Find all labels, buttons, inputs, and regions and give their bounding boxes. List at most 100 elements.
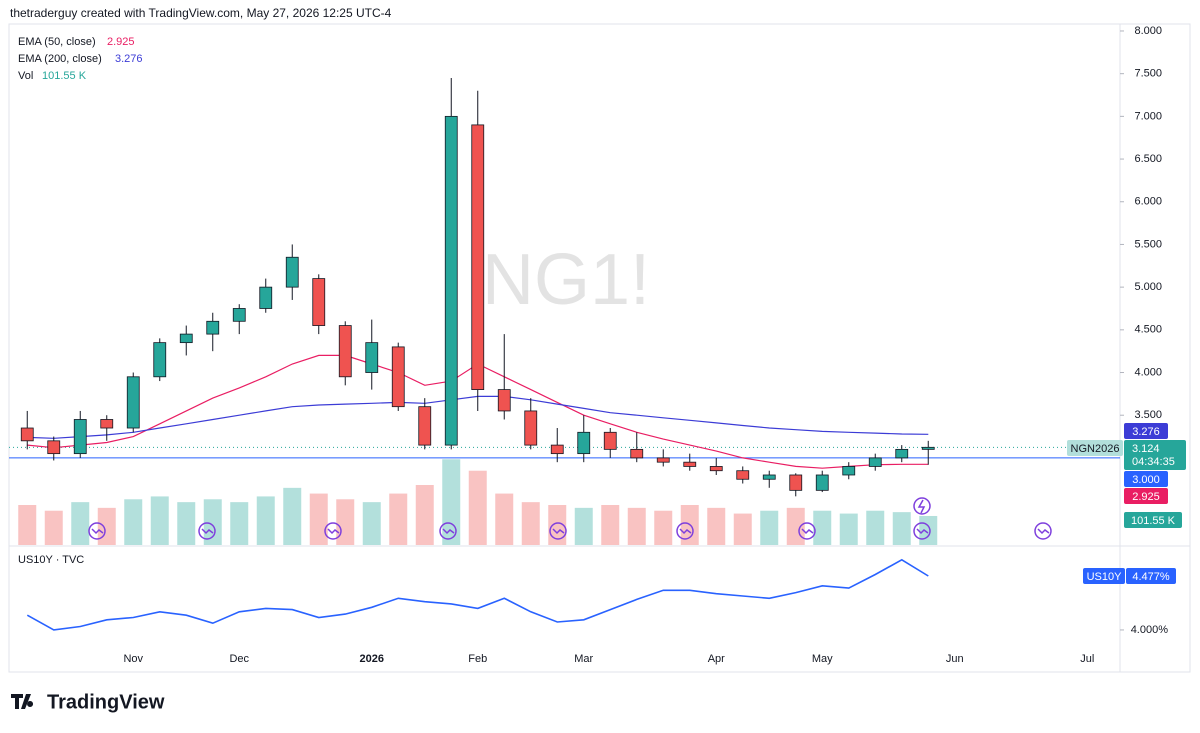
candle-body [683,461,697,467]
candle-body [497,389,511,412]
volume-label-box [1124,512,1182,528]
event-arrow [801,528,814,535]
event-icon [676,522,694,540]
last-price-box [1124,440,1186,470]
volume-bar [919,515,938,545]
y-tick-label: 6.000 [1134,196,1162,208]
event-arrow [552,528,565,535]
header: thetraderguy created with TradingView.co… [10,6,392,20]
ema50-price: 2.925 [1132,491,1160,503]
candle-body [921,446,935,450]
y-tick-label: 4.500 [1134,324,1162,336]
candle-body [20,427,34,442]
candle-body [232,308,246,322]
legend-ema200: EMA (200, close) [18,53,102,65]
event-icon [439,522,457,540]
us10y-name-box [1083,568,1125,584]
volume-bar [627,507,646,545]
candle-body [100,419,114,429]
brand-logo: TradingView [11,691,165,713]
candle-body [550,444,564,455]
event-icon [1034,522,1052,540]
volume-bar [230,502,249,545]
logo-mark [11,694,34,709]
price-line-label-box [1124,471,1168,487]
volume-bar [203,499,222,545]
event-arrow [91,528,104,535]
candle-body [73,419,87,455]
ema200-price-box [1124,423,1168,439]
legend-vol: Vol [18,70,33,82]
y2-tick-label: 4.000% [1131,624,1169,636]
volume-bar [97,507,116,545]
y-tick-label: 8.000 [1134,25,1162,37]
volume-bar [362,502,381,545]
brand-name: TradingView [47,691,165,713]
y-tick-label: 3.500 [1134,409,1162,421]
us10y-name: US10Y [1087,571,1123,583]
candle-body [259,286,273,309]
volume-bar [18,505,37,545]
legend-ema50: EMA (50, close) [18,36,96,48]
volume-label: 101.55 K [1131,515,1176,527]
candle-body [312,278,326,326]
volume-bar [177,502,196,545]
contract-label: NGN2026 [1071,443,1120,455]
ema50-price-box [1124,488,1168,504]
y-tick-label: 7.500 [1134,68,1162,80]
x-tick-label: Dec [229,653,249,665]
x-tick-label: Mar [574,653,593,665]
x-tick-label: Jul [1080,653,1094,665]
volume-bar [468,470,487,545]
volume-bar [866,510,885,545]
y-tick-label: 5.000 [1134,281,1162,293]
candle-body [630,448,644,459]
volume-bar [415,485,434,545]
volume-bar [150,496,169,545]
event-arrow [916,528,929,535]
candle-body [577,431,591,455]
volume-bar [71,502,90,545]
volume-bar [495,493,514,545]
candle-body [338,325,352,378]
candle-body [418,406,432,446]
volume-bar [283,487,302,545]
x-tick-label: 2026 [360,653,384,665]
event-arrow [327,528,340,535]
volume-bar [309,493,328,545]
candle-body [709,466,723,472]
event-arrow [1037,528,1050,535]
price-line-label: 3.000 [1132,474,1160,486]
volume-bar [548,505,567,545]
lightning [917,499,926,514]
us10y-value: 4.477% [1132,571,1170,583]
event-icon [549,522,567,540]
candle-body [524,410,538,446]
volume-bar [654,510,673,545]
volume-bar [256,496,275,545]
volume-bar [892,512,911,545]
us10y-value-box [1126,568,1176,584]
x-tick-label: Feb [468,653,487,665]
event-icon [88,522,106,540]
last-price: 3.124 [1132,443,1160,455]
candle-body [736,470,750,480]
event-icon [798,522,816,540]
candle-body [762,474,776,480]
volume-bar [733,513,752,545]
volume-bar [786,507,805,545]
volume-bar [442,459,461,545]
volume-bar [124,499,143,545]
us10y-line [26,558,929,631]
candle-body [153,342,167,378]
candle-body [471,124,485,390]
candle-body [789,474,803,491]
x-tick-label: Nov [123,653,143,665]
event-icons [88,497,1052,540]
plot-layer: 3.500 4.000 4.500 5.000 5.500 6.000 6.500 7.000… [9,25,1186,665]
countdown: 04:34:35 [1132,456,1175,468]
event-icon [913,522,931,540]
x-tick-label: Jun [946,653,964,665]
